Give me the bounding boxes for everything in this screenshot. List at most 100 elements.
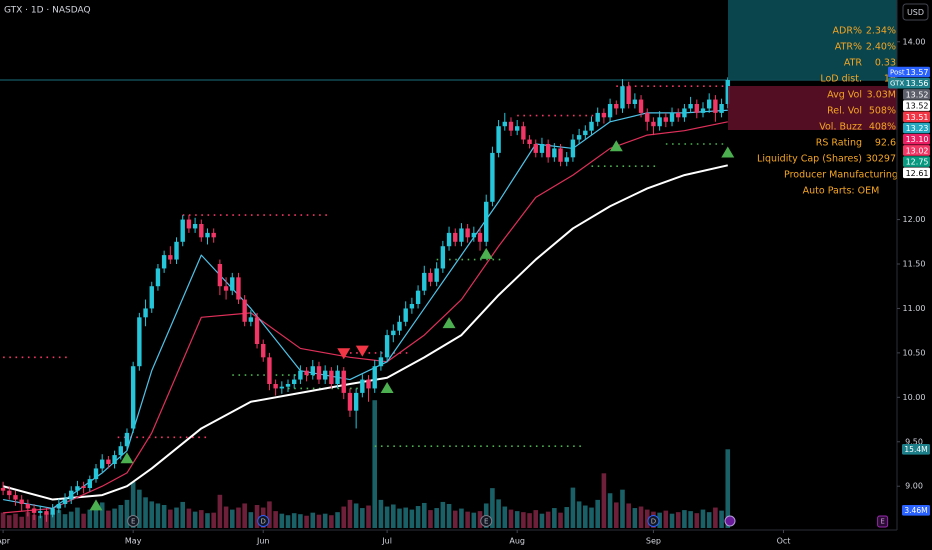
y-tick-label: 11.50 (903, 260, 926, 269)
candle-body (558, 148, 563, 162)
info-table-label: LoD dist. (820, 74, 862, 85)
candle-body (230, 277, 235, 291)
event-icon (877, 515, 889, 528)
volume-bar (124, 499, 130, 528)
y-tick-label: 12.00 (903, 215, 926, 224)
volume-bar (198, 510, 204, 528)
volume-bar (465, 511, 470, 528)
volume-bar (719, 510, 724, 528)
info-panel-top (728, 0, 897, 80)
volume-bar (440, 501, 446, 528)
volume-bar (291, 513, 297, 528)
candle-body (161, 255, 167, 269)
candle-body (514, 126, 520, 131)
candle-body (304, 370, 309, 376)
volume-bar (644, 509, 650, 528)
info-table-label: Avg Vol (827, 90, 862, 101)
candle-body (366, 379, 371, 389)
candle-body (706, 99, 712, 109)
volume-bar (409, 509, 415, 528)
x-tick-label: Oct (777, 537, 791, 546)
candle-body (700, 108, 706, 113)
candle-body (428, 272, 433, 282)
price-tag-label: 13.23 (906, 124, 929, 133)
volume-bar (0, 512, 6, 528)
candle-body (669, 112, 675, 122)
candle-body (589, 121, 594, 131)
signal-triangle (479, 247, 493, 259)
candle-body (75, 486, 80, 491)
volume-bar (87, 509, 93, 528)
candle-body (688, 104, 693, 109)
volume-bar (168, 509, 173, 528)
volume-bar (316, 514, 322, 528)
candle-body (261, 344, 266, 358)
volume-bar (533, 510, 539, 528)
signal-triangle (355, 345, 369, 357)
candle-body (620, 86, 625, 109)
volume-bar (521, 512, 526, 528)
volume-bar (285, 515, 291, 528)
candle-body (279, 386, 285, 389)
candle-body (378, 357, 384, 367)
event-label: E (484, 518, 488, 526)
candle-body (552, 148, 557, 158)
candle-body (335, 370, 340, 384)
info-table-value: 3.03M (867, 90, 896, 101)
volume-bar (31, 514, 37, 528)
candle-body (601, 112, 607, 118)
candle-body (638, 99, 644, 113)
volume-bar (595, 499, 600, 528)
info-table-value: 30297 (866, 154, 896, 165)
volume-bar (273, 511, 278, 528)
candle-body (645, 112, 650, 122)
volume-bar (446, 503, 452, 528)
axes: 14.00 12.00 11.50 11.00 10.50 10.00 9.50 9.00 Ap… (0, 37, 930, 546)
volume-bar (589, 507, 594, 528)
event-icon[interactable] (724, 515, 736, 527)
candle-body (446, 232, 452, 247)
price-tag (903, 145, 930, 156)
volume-bar (471, 512, 477, 528)
candle-body (186, 219, 192, 229)
signal-triangle (721, 146, 735, 158)
time-axis (0, 530, 932, 550)
volume-bar (217, 494, 223, 528)
currency-label[interactable]: USD (907, 8, 924, 17)
candle-body (81, 486, 86, 488)
info-table-cell: Producer Manufacturing (784, 170, 898, 181)
volume-bar (56, 510, 62, 528)
volume-bar (304, 515, 309, 528)
candle-body (87, 479, 93, 488)
candle-body (595, 112, 600, 122)
volume-bar (477, 511, 483, 528)
candle-body (267, 357, 272, 384)
candle-body (353, 392, 359, 411)
candle-body (545, 144, 551, 158)
volume-bar (657, 512, 662, 528)
currency-button[interactable] (902, 3, 929, 21)
candle-body (316, 366, 322, 380)
candle-body (570, 139, 576, 158)
candle-body (682, 108, 687, 118)
volume-bar (508, 509, 514, 528)
volume-bar (713, 507, 718, 528)
price-tag-label: 13.02 (906, 146, 929, 155)
candle-body (508, 121, 514, 131)
volume-bar (583, 505, 588, 528)
candle-body (155, 268, 161, 287)
volume-bar (663, 510, 669, 528)
volume-bar (675, 512, 681, 528)
volume-tag-label: 3.46M (904, 506, 927, 515)
candle-body (112, 455, 117, 464)
volume-bar (155, 503, 161, 528)
event-label: D (261, 518, 266, 526)
candle-body (614, 104, 619, 109)
volume-bar (360, 508, 365, 528)
event-icon (257, 515, 270, 527)
volume-bar (725, 449, 731, 528)
info-table-value: 508% (869, 106, 896, 117)
info-table-value: 2.40% (866, 42, 896, 53)
